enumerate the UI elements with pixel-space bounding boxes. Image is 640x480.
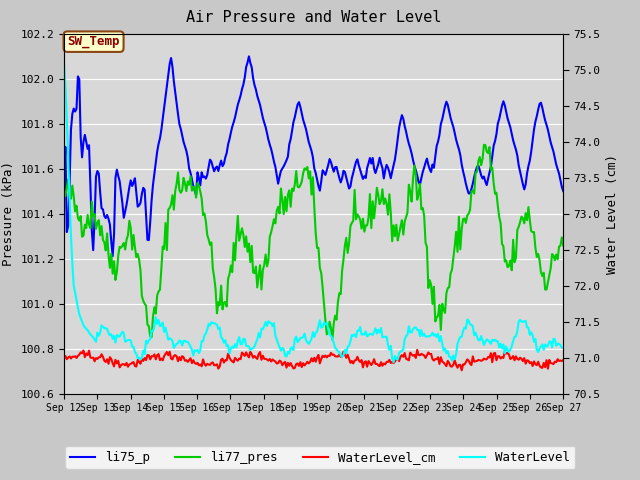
li77_pres: [234, 213, 242, 219]
li77_pres: [226, 272, 234, 277]
li77_pres: [60, 191, 68, 197]
WaterLevel: [226, 350, 234, 356]
li75_p: [236, 97, 243, 103]
Title: Air Pressure and Water Level: Air Pressure and Water Level: [186, 11, 442, 25]
WaterLevel_cm: [226, 355, 234, 360]
WaterLevel: [122, 339, 129, 345]
WaterLevel_cm: [534, 359, 542, 365]
WaterLevel: [209, 320, 216, 326]
Text: SW_Temp: SW_Temp: [67, 35, 120, 48]
li75_p: [60, 177, 68, 183]
WaterLevel: [533, 347, 541, 352]
Line: li77_pres: li77_pres: [64, 145, 563, 340]
li75_p: [123, 202, 131, 207]
li77_pres: [559, 243, 567, 249]
WaterLevel_cm: [278, 362, 286, 368]
li77_pres: [122, 247, 129, 252]
li75_p: [227, 130, 235, 135]
WaterLevel_cm: [122, 362, 129, 368]
WaterLevel_cm: [413, 347, 421, 353]
li77_pres: [534, 251, 542, 257]
Line: li75_p: li75_p: [64, 56, 563, 256]
WaterLevel_cm: [209, 360, 216, 365]
li75_p: [281, 161, 289, 167]
li77_pres: [328, 337, 336, 343]
WaterLevel: [278, 345, 286, 351]
li75_p: [559, 188, 567, 194]
WaterLevel_cm: [559, 357, 567, 363]
li77_pres: [209, 265, 216, 271]
WaterLevel: [234, 338, 242, 344]
WaterLevel_cm: [234, 358, 242, 363]
li77_pres: [278, 197, 286, 203]
li77_pres: [480, 142, 488, 148]
li75_p: [245, 53, 253, 59]
Line: WaterLevel: WaterLevel: [64, 62, 563, 362]
WaterLevel: [390, 360, 397, 365]
WaterLevel: [60, 60, 68, 65]
Line: WaterLevel_cm: WaterLevel_cm: [64, 350, 563, 371]
WaterLevel: [559, 345, 567, 350]
li75_p: [534, 107, 542, 112]
li75_p: [211, 168, 218, 174]
WaterLevel_cm: [458, 368, 465, 373]
Y-axis label: Water Level (cm): Water Level (cm): [606, 154, 619, 274]
Y-axis label: Pressure (kPa): Pressure (kPa): [2, 161, 15, 266]
Legend: li75_p, li77_pres, WaterLevel_cm, WaterLevel: li75_p, li77_pres, WaterLevel_cm, WaterL…: [65, 446, 575, 469]
li75_p: [109, 253, 116, 259]
WaterLevel_cm: [60, 356, 68, 361]
